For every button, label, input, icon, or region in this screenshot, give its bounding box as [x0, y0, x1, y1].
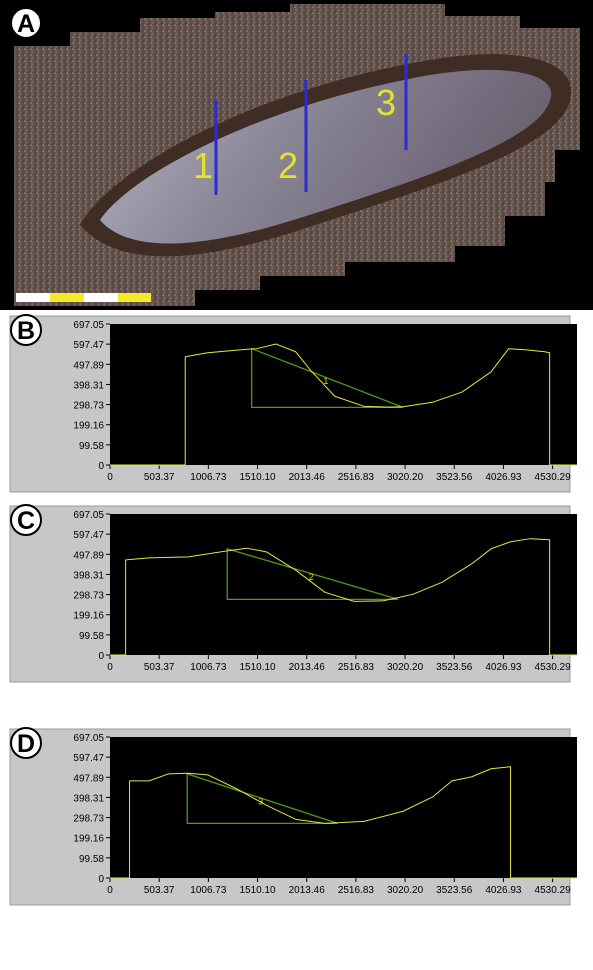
y-tick-label: 298.73: [73, 401, 104, 412]
y-tick-label: 497.89: [73, 773, 104, 784]
section-label-3: 3: [376, 82, 396, 123]
x-tick-label: 2516.83: [338, 472, 375, 483]
x-tick-label: 4026.93: [485, 662, 522, 673]
x-tick-label: 2013.46: [289, 662, 326, 673]
plot-area: [110, 737, 577, 878]
y-tick-label: 99.58: [79, 441, 104, 452]
x-tick-label: 3020.20: [387, 662, 424, 673]
x-tick-label: 3020.20: [387, 885, 424, 896]
y-tick-label: 199.16: [73, 834, 104, 845]
profile-line: [110, 538, 577, 656]
x-tick-label: 3523.56: [436, 472, 473, 483]
panel-letter-circle: [10, 314, 42, 346]
profile-chart-c: 697.05 597.47 497.89 398.31 298.73 199.16 99.5…: [9, 504, 577, 683]
x-tick-label: 0: [107, 472, 113, 483]
x-tick-label: 1510.10: [239, 472, 276, 483]
y-tick-label: 298.73: [73, 814, 104, 825]
x-tick-label: 1006.73: [190, 662, 227, 673]
y-tick-label: 398.31: [73, 380, 104, 391]
x-tick-label: 1510.10: [239, 662, 276, 673]
y-tick-label: 497.89: [73, 550, 104, 561]
x-tick-label: 2013.46: [289, 885, 326, 896]
profile-line: [110, 343, 577, 466]
x-tick-label: 3523.56: [436, 885, 473, 896]
x-tick-label: 1006.73: [190, 472, 227, 483]
x-tick-label: 4026.93: [485, 472, 522, 483]
profile-chart-b: 697.05 597.47 497.89 398.31 298.73 199.16 99.5…: [9, 314, 577, 493]
slope-triangle: [226, 547, 399, 601]
profile-number-label: 2: [309, 572, 314, 582]
panel-letter: B: [17, 317, 35, 345]
x-tick-label: 2516.83: [338, 662, 375, 673]
y-tick-label: 298.73: [73, 591, 104, 602]
x-tick-label: 503.37: [144, 885, 175, 896]
profile-line: [110, 766, 577, 879]
panel-letter-circle: [10, 504, 42, 536]
x-tick-label: 0: [107, 885, 113, 896]
y-tick-label: 398.31: [73, 570, 104, 581]
y-tick-label: 497.89: [73, 360, 104, 371]
x-tick-label: 1006.73: [190, 885, 227, 896]
x-tick-label: 0: [107, 662, 113, 673]
groove-floor: [100, 69, 552, 244]
x-tick-label: 503.37: [144, 662, 175, 673]
x-tick-label: 4530.29: [535, 472, 572, 483]
scale-bar: [16, 293, 151, 302]
profile-number-label: 3: [258, 797, 263, 807]
section-label-1: 1: [193, 145, 213, 186]
panel-letter: D: [17, 730, 35, 758]
plot-area: [110, 514, 577, 655]
x-tick-label: 2013.46: [289, 472, 326, 483]
y-tick-label: 99.58: [79, 854, 104, 865]
y-tick-label: 697.05: [73, 320, 104, 331]
y-tick-label: 697.05: [73, 733, 104, 744]
y-tick-label: 199.16: [73, 421, 104, 432]
y-tick-label: 597.47: [73, 530, 104, 541]
x-tick-label: 4530.29: [535, 662, 572, 673]
x-tick-label: 503.37: [144, 472, 175, 483]
y-tick-label: 0: [98, 461, 104, 472]
section-label-2: 2: [278, 145, 298, 186]
panel-letter-a: A: [17, 10, 35, 38]
x-tick-label: 3523.56: [436, 662, 473, 673]
y-tick-label: 697.05: [73, 510, 104, 521]
y-tick-label: 398.31: [73, 793, 104, 804]
slope-triangle: [251, 347, 404, 408]
photo-panel: 1 2 3 A: [0, 0, 593, 310]
x-tick-label: 4026.93: [485, 885, 522, 896]
x-tick-label: 4530.29: [535, 885, 572, 896]
y-tick-label: 0: [98, 651, 104, 662]
profile-number-label: 1: [323, 376, 328, 386]
x-tick-label: 1510.10: [239, 885, 276, 896]
y-tick-label: 199.16: [73, 611, 104, 622]
y-tick-label: 99.58: [79, 631, 104, 642]
y-tick-label: 597.47: [73, 753, 104, 764]
slope-triangle: [186, 772, 338, 825]
y-tick-label: 0: [98, 874, 104, 885]
panel-letter: C: [17, 507, 35, 535]
plot-area: [110, 324, 577, 465]
panel-letter-a-circle: [10, 7, 42, 39]
x-tick-label: 2516.83: [338, 885, 375, 896]
panel-letter-circle: [10, 727, 42, 759]
x-tick-label: 3020.20: [387, 472, 424, 483]
profile-chart-d: 697.05 597.47 497.89 398.31 298.73 199.16 99.5…: [9, 727, 577, 906]
y-tick-label: 597.47: [73, 340, 104, 351]
